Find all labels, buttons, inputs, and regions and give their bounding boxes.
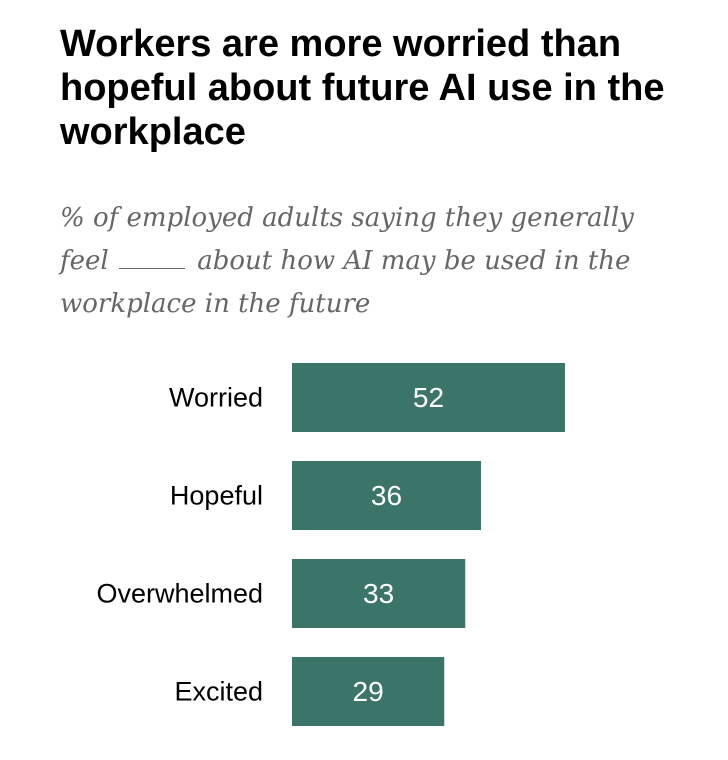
chart-title: Workers are more worried than hopeful ab… [60,23,665,153]
category-label-overwhelmed: Overwhelmed [96,579,263,609]
bar-overwhelmed [292,559,466,628]
category-label-excited: Excited [174,677,263,707]
value-label-hopeful: 36 [371,480,402,511]
bar-excited [292,657,445,726]
subtitle-tail: about how AI may be used in the workplac… [60,246,631,319]
bar-worried [292,363,565,432]
subtitle-lead: % of employed adults saying they general… [60,203,634,276]
value-label-overwhelmed: 33 [363,578,394,609]
value-label-worried: 52 [413,382,444,413]
bar-hopeful [292,461,481,530]
category-label-worried: Worried [169,383,263,413]
subtitle-blank [118,246,185,269]
category-label-hopeful: Hopeful [170,481,263,511]
chart-subtitle: % of employed adults saying they general… [60,197,660,326]
value-label-excited: 29 [353,676,384,707]
